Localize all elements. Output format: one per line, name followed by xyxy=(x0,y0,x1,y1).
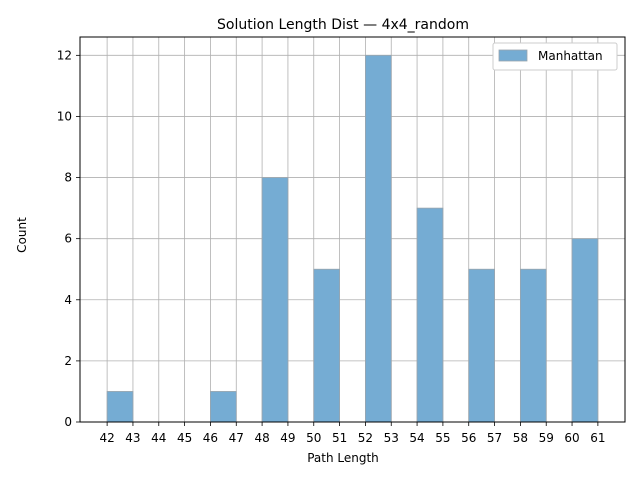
y-tick-label: 4 xyxy=(64,293,72,307)
x-tick-label: 52 xyxy=(358,431,373,445)
x-tick-label: 42 xyxy=(99,431,114,445)
bar xyxy=(261,177,289,423)
bar xyxy=(210,391,237,423)
x-tick-label: 48 xyxy=(254,431,269,445)
y-tick-label: 8 xyxy=(64,171,72,185)
legend-swatch xyxy=(498,49,528,62)
bar xyxy=(468,268,495,423)
bar xyxy=(571,238,599,423)
x-tick-label: 45 xyxy=(177,431,192,445)
legend-label: Manhattan xyxy=(538,49,603,63)
bar xyxy=(313,268,340,423)
bar xyxy=(519,268,547,423)
ticks: 42 43 44 45 46 47 48 49 50 51 52 53 54 55 56 57 58 59 60 61… xyxy=(57,48,606,445)
x-tick-label: 46 xyxy=(203,431,218,445)
x-tick-label: 49 xyxy=(280,431,295,445)
bar xyxy=(365,54,392,423)
x-tick-label: 44 xyxy=(151,431,166,445)
x-tick-label: 51 xyxy=(332,431,347,445)
y-tick-label: 6 xyxy=(64,232,72,246)
x-tick-label: 50 xyxy=(306,431,321,445)
x-tick-label: 60 xyxy=(564,431,579,445)
x-tick-label: 43 xyxy=(125,431,140,445)
y-tick-label: 10 xyxy=(57,109,72,123)
x-tick-label: 61 xyxy=(590,431,605,445)
bars xyxy=(106,54,599,423)
y-axis-label: Count xyxy=(15,217,29,253)
x-tick-label: 54 xyxy=(409,431,424,445)
x-tick-label: 53 xyxy=(384,431,399,445)
y-tick-label: 12 xyxy=(57,48,72,62)
plot-frame xyxy=(79,36,626,423)
y-tick-label: 2 xyxy=(64,354,72,368)
x-tick-label: 57 xyxy=(487,431,502,445)
x-tick-label: 56 xyxy=(461,431,476,445)
y-tick-label: 0 xyxy=(64,415,72,429)
x-tick-label: 59 xyxy=(539,431,554,445)
chart-title: Solution Length Dist — 4x4_random xyxy=(217,17,469,33)
x-tick-label: 47 xyxy=(229,431,244,445)
bar xyxy=(106,391,134,423)
x-tick-label: 55 xyxy=(435,431,450,445)
legend: Manhattan xyxy=(492,42,618,71)
bar xyxy=(416,207,444,423)
x-axis-label: Path Length xyxy=(307,451,379,465)
x-tick-label: 58 xyxy=(513,431,528,445)
